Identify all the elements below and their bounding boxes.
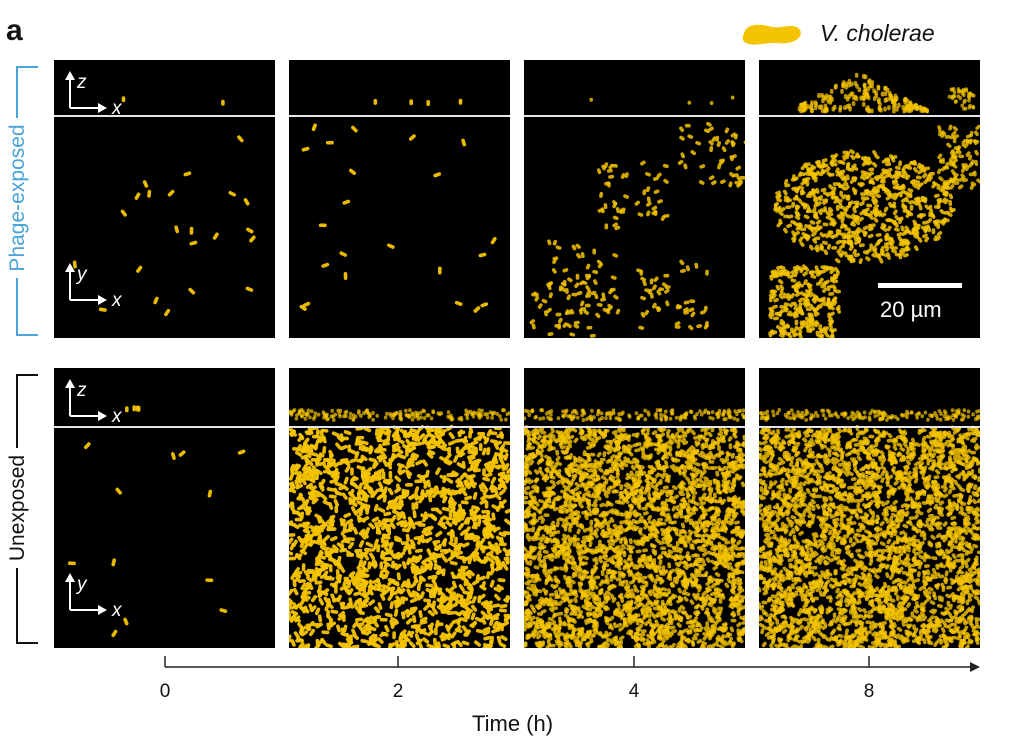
micrograph	[529, 95, 745, 338]
view-divider	[759, 426, 980, 428]
cell-glyph-icon	[742, 24, 801, 45]
phage-exposed-panel-t8	[759, 60, 980, 338]
legend-label: V. cholerae	[820, 19, 935, 46]
micrograph	[299, 98, 497, 313]
view-divider	[54, 115, 275, 117]
tick-label-4: 4	[628, 681, 640, 702]
phage-exposed-label: Phage-exposed	[6, 118, 30, 278]
view-divider	[54, 426, 275, 428]
time-axis-title: Time (h)	[472, 711, 554, 736]
micrograph	[67, 405, 246, 638]
micrograph	[289, 408, 510, 648]
view-divider	[759, 115, 980, 117]
time-arrow-icon	[970, 662, 980, 672]
tick-label-2: 2	[392, 681, 404, 702]
view-divider	[289, 115, 510, 117]
micrograph	[759, 408, 980, 648]
legend: V. cholerae	[738, 18, 935, 48]
unexposed-panel-t0	[54, 368, 275, 648]
phage-exposed-panel-t4	[524, 60, 745, 338]
svg-text:z: z	[76, 72, 87, 93]
view-divider	[524, 115, 745, 117]
tick-label-0: 0	[159, 681, 171, 702]
svg-text:x: x	[111, 290, 123, 311]
tick-label-8: 8	[863, 681, 875, 702]
scale-bar-label: 20 µm	[880, 297, 942, 322]
panel-letter: a	[6, 14, 23, 47]
phage-exposed-panel-t0	[54, 60, 275, 338]
unexposed-panel-t4	[524, 368, 745, 648]
svg-text:y: y	[75, 264, 88, 285]
unexposed-panel-t8	[759, 368, 980, 648]
unexposed-panel-t2	[289, 368, 510, 648]
micrograph	[768, 72, 980, 338]
scale-bar	[878, 283, 962, 288]
micrograph	[72, 96, 256, 317]
phage-exposed-panel-t2	[289, 60, 510, 338]
micrograph	[524, 408, 745, 648]
view-divider	[289, 426, 510, 428]
svg-text:x: x	[111, 98, 123, 119]
view-divider	[524, 426, 745, 428]
unexposed-label: Unexposed	[6, 448, 30, 568]
